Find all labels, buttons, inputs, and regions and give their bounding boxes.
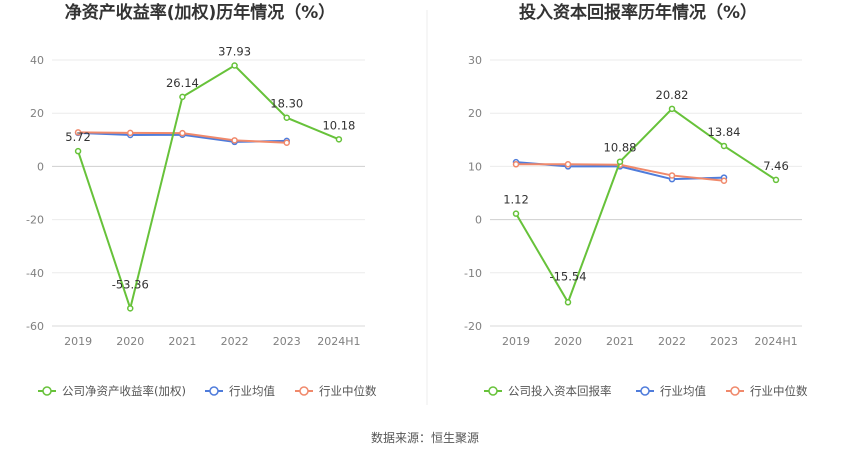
x-tick-label: 2021 bbox=[168, 335, 196, 348]
legend-label: 行业均值 bbox=[229, 384, 275, 398]
data-point bbox=[179, 93, 186, 101]
data-label: 13.84 bbox=[708, 125, 741, 139]
data-point bbox=[668, 105, 676, 113]
data-label: 10.18 bbox=[322, 118, 355, 132]
data-point bbox=[335, 136, 343, 143]
data-label: 37.93 bbox=[218, 45, 251, 59]
data-label: 10.88 bbox=[604, 141, 637, 155]
chart-title: 净资产收益率(加权)历年情况（%） bbox=[65, 2, 336, 23]
data-point bbox=[772, 176, 780, 184]
legend-marker-icon bbox=[209, 386, 219, 396]
data-label: 5.72 bbox=[65, 130, 91, 144]
x-tick-label: 2024H1 bbox=[754, 335, 797, 348]
roic-chart: 投入资本回报率历年情况（%） 30 20 10 0 -10 -20 2019 2020 2021 2… bbox=[464, 2, 808, 398]
data-point bbox=[231, 137, 238, 144]
data-label: 18.30 bbox=[270, 97, 303, 111]
x-tick-label: 2022 bbox=[658, 335, 686, 348]
legend-item[interactable]: 行业中位数 bbox=[295, 384, 377, 398]
x-tick-label: 2019 bbox=[502, 335, 530, 348]
y-tick-label: 0 bbox=[475, 214, 482, 227]
y-tick-label: -60 bbox=[26, 320, 44, 333]
data-point bbox=[564, 161, 572, 168]
y-tick-label: -40 bbox=[26, 267, 44, 280]
data-label: 1.12 bbox=[503, 193, 529, 207]
y-tick-label: -20 bbox=[26, 214, 44, 227]
y-tick-label: 20 bbox=[468, 107, 482, 120]
legend-marker-icon bbox=[299, 386, 309, 396]
legend-item[interactable]: 行业均值 bbox=[205, 384, 275, 398]
y-tick-label: -20 bbox=[464, 320, 482, 333]
legend-label: 公司投入资本回报率 bbox=[508, 384, 612, 398]
data-point bbox=[283, 139, 290, 146]
data-point bbox=[74, 147, 82, 155]
data-label: 20.82 bbox=[656, 88, 689, 102]
data-point bbox=[616, 158, 624, 165]
data-point bbox=[720, 142, 728, 150]
legend-label: 公司净资产收益率(加权) bbox=[62, 384, 186, 398]
legend-label: 行业中位数 bbox=[319, 384, 377, 398]
y-tick-label: 40 bbox=[30, 54, 44, 67]
legend-marker-icon bbox=[488, 386, 498, 396]
legend-label: 行业均值 bbox=[660, 384, 706, 398]
x-tick-label: 2020 bbox=[554, 335, 582, 348]
legend-label: 行业中位数 bbox=[750, 384, 808, 398]
x-tick-label: 2024H1 bbox=[317, 335, 360, 348]
y-tick-label: 20 bbox=[30, 107, 44, 120]
data-label: -15.54 bbox=[549, 269, 586, 283]
roe-chart: 净资产收益率(加权)历年情况（%） 40 20 0 -20 -40 -60 2019 2020 2… bbox=[26, 2, 377, 398]
data-point bbox=[564, 299, 572, 306]
chart-title: 投入资本回报率历年情况（%） bbox=[519, 2, 757, 23]
data-label: 26.14 bbox=[166, 76, 199, 90]
data-point bbox=[720, 177, 728, 185]
legend-marker-icon bbox=[640, 386, 650, 396]
data-point bbox=[74, 129, 82, 136]
legend-marker-icon bbox=[730, 386, 740, 396]
legend-marker-icon bbox=[42, 386, 52, 396]
y-tick-label: -10 bbox=[464, 267, 482, 280]
y-tick-label: 0 bbox=[37, 160, 44, 173]
data-label: 7.46 bbox=[763, 159, 789, 173]
data-label: -53.36 bbox=[112, 277, 149, 291]
x-tick-label: 2022 bbox=[221, 335, 249, 348]
data-point bbox=[127, 305, 134, 312]
legend-item[interactable]: 行业均值 bbox=[636, 384, 706, 398]
legend-item[interactable]: 公司净资产收益率(加权) bbox=[38, 384, 186, 398]
legend-item[interactable]: 行业中位数 bbox=[726, 384, 808, 398]
x-tick-label: 2020 bbox=[116, 335, 144, 348]
data-point bbox=[283, 114, 290, 121]
data-point bbox=[127, 129, 134, 137]
data-source: 数据来源：恒生聚源 bbox=[371, 430, 479, 445]
x-tick-label: 2023 bbox=[710, 335, 738, 348]
legend-item[interactable]: 公司投入资本回报率 bbox=[484, 384, 612, 398]
data-point bbox=[668, 172, 676, 179]
x-tick-label: 2021 bbox=[606, 335, 634, 348]
data-point bbox=[512, 161, 520, 168]
y-tick-label: 10 bbox=[468, 160, 482, 173]
data-point bbox=[179, 129, 186, 137]
data-point bbox=[231, 62, 238, 69]
series-line-company bbox=[515, 107, 777, 305]
x-tick-label: 2019 bbox=[64, 335, 92, 348]
data-point bbox=[512, 210, 520, 217]
series-line-company bbox=[77, 64, 340, 312]
y-tick-label: 30 bbox=[468, 54, 482, 67]
x-tick-label: 2023 bbox=[273, 335, 301, 348]
